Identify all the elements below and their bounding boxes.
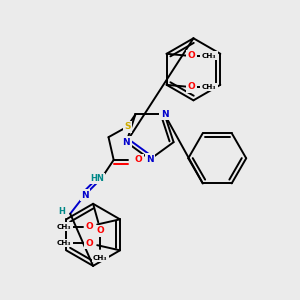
Text: CH₃: CH₃ xyxy=(57,224,71,230)
Text: CH₃: CH₃ xyxy=(202,53,216,59)
Text: O: O xyxy=(135,155,142,164)
Text: O: O xyxy=(97,226,104,235)
Text: O: O xyxy=(188,82,195,91)
Text: N: N xyxy=(81,190,88,200)
Text: S: S xyxy=(124,122,130,131)
Text: N: N xyxy=(123,138,130,147)
Text: N: N xyxy=(146,155,154,164)
Text: CH₃: CH₃ xyxy=(93,255,108,261)
Text: CH₃: CH₃ xyxy=(202,84,216,90)
Text: CH₃: CH₃ xyxy=(57,240,71,246)
Text: H: H xyxy=(58,207,65,216)
Text: N: N xyxy=(161,110,168,119)
Text: O: O xyxy=(85,222,93,231)
Text: O: O xyxy=(188,51,195,60)
Text: HN: HN xyxy=(90,174,104,183)
Text: O: O xyxy=(85,238,93,247)
